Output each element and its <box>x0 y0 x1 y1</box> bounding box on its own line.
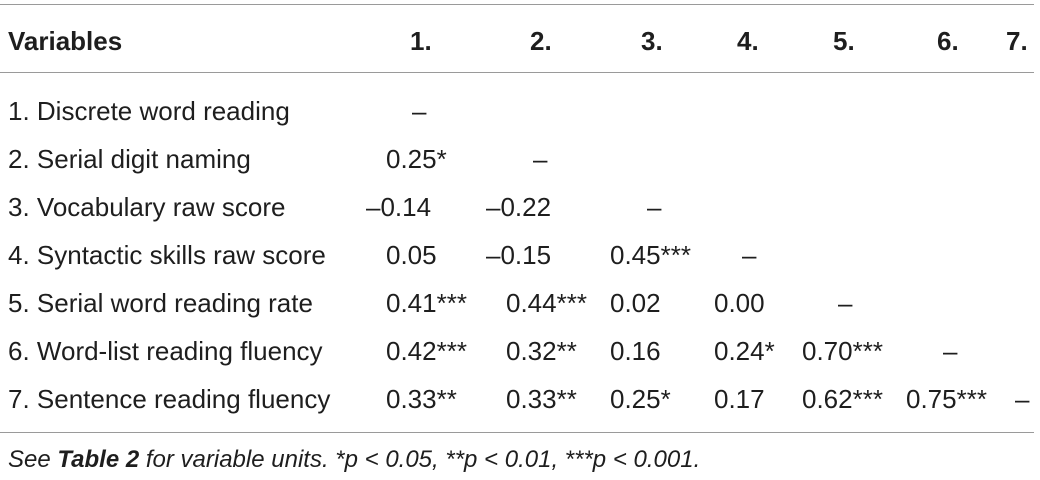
table-footnote: See Table 2 for variable units. *p < 0.0… <box>8 444 700 476</box>
table-cell: 0.24* <box>714 336 775 366</box>
table-cell: 0.16 <box>610 336 661 366</box>
header-variables: Variables <box>8 26 123 56</box>
table-header-rule <box>0 72 1034 73</box>
row-label: 1. Discrete word reading <box>8 96 290 126</box>
table-cell: 0.25* <box>386 144 447 174</box>
table-bottom-rule <box>0 432 1034 433</box>
row-label: 7. Sentence reading fluency <box>8 384 331 414</box>
table-cell: – <box>647 192 662 222</box>
header-col-7: 7. <box>1006 26 1028 56</box>
table-cell: 0.33** <box>386 384 457 414</box>
table-cell: –0.15 <box>486 240 552 270</box>
table-cell: 0.45*** <box>610 240 691 270</box>
table-cell: – <box>533 144 548 174</box>
table-cell: 0.70*** <box>802 336 883 366</box>
header-col-5: 5. <box>833 26 855 56</box>
table-cell: – <box>943 336 958 366</box>
header-col-6: 6. <box>937 26 959 56</box>
table-cell: 0.05 <box>386 240 437 270</box>
table-cell: –0.14 <box>366 192 432 222</box>
table-top-rule <box>0 4 1034 5</box>
table-cell: – <box>1015 384 1030 414</box>
footnote-prefix: See <box>8 446 58 473</box>
table-cell: 0.75*** <box>906 384 987 414</box>
header-col-3: 3. <box>641 26 663 56</box>
row-label: 5. Serial word reading rate <box>8 288 313 318</box>
table-cell: 0.17 <box>714 384 765 414</box>
header-col-2: 2. <box>530 26 552 56</box>
table-cell: 0.32** <box>506 336 577 366</box>
table-cell: 0.02 <box>610 288 661 318</box>
table-cell: 0.44*** <box>506 288 587 318</box>
table-cell: – <box>838 288 853 318</box>
table-cell: 0.41*** <box>386 288 467 318</box>
table-cell: 0.62*** <box>802 384 883 414</box>
header-col-1: 1. <box>410 26 432 56</box>
row-label: 4. Syntactic skills raw score <box>8 240 326 270</box>
table-cell: – <box>412 96 427 126</box>
row-label: 6. Word-list reading fluency <box>8 336 323 366</box>
row-label: 3. Vocabulary raw score <box>8 192 286 222</box>
table-cell: – <box>742 240 757 270</box>
row-label: 2. Serial digit naming <box>8 144 251 174</box>
table-cell: 0.00 <box>714 288 765 318</box>
footnote-table-ref: Table 2 <box>57 446 140 473</box>
table-cell: –0.22 <box>486 192 552 222</box>
header-col-4: 4. <box>737 26 759 56</box>
footnote-suffix: for variable units. *p < 0.05, **p < 0.0… <box>139 446 701 473</box>
table-cell: 0.33** <box>506 384 577 414</box>
table-cell: 0.42*** <box>386 336 467 366</box>
table-cell: 0.25* <box>610 384 671 414</box>
